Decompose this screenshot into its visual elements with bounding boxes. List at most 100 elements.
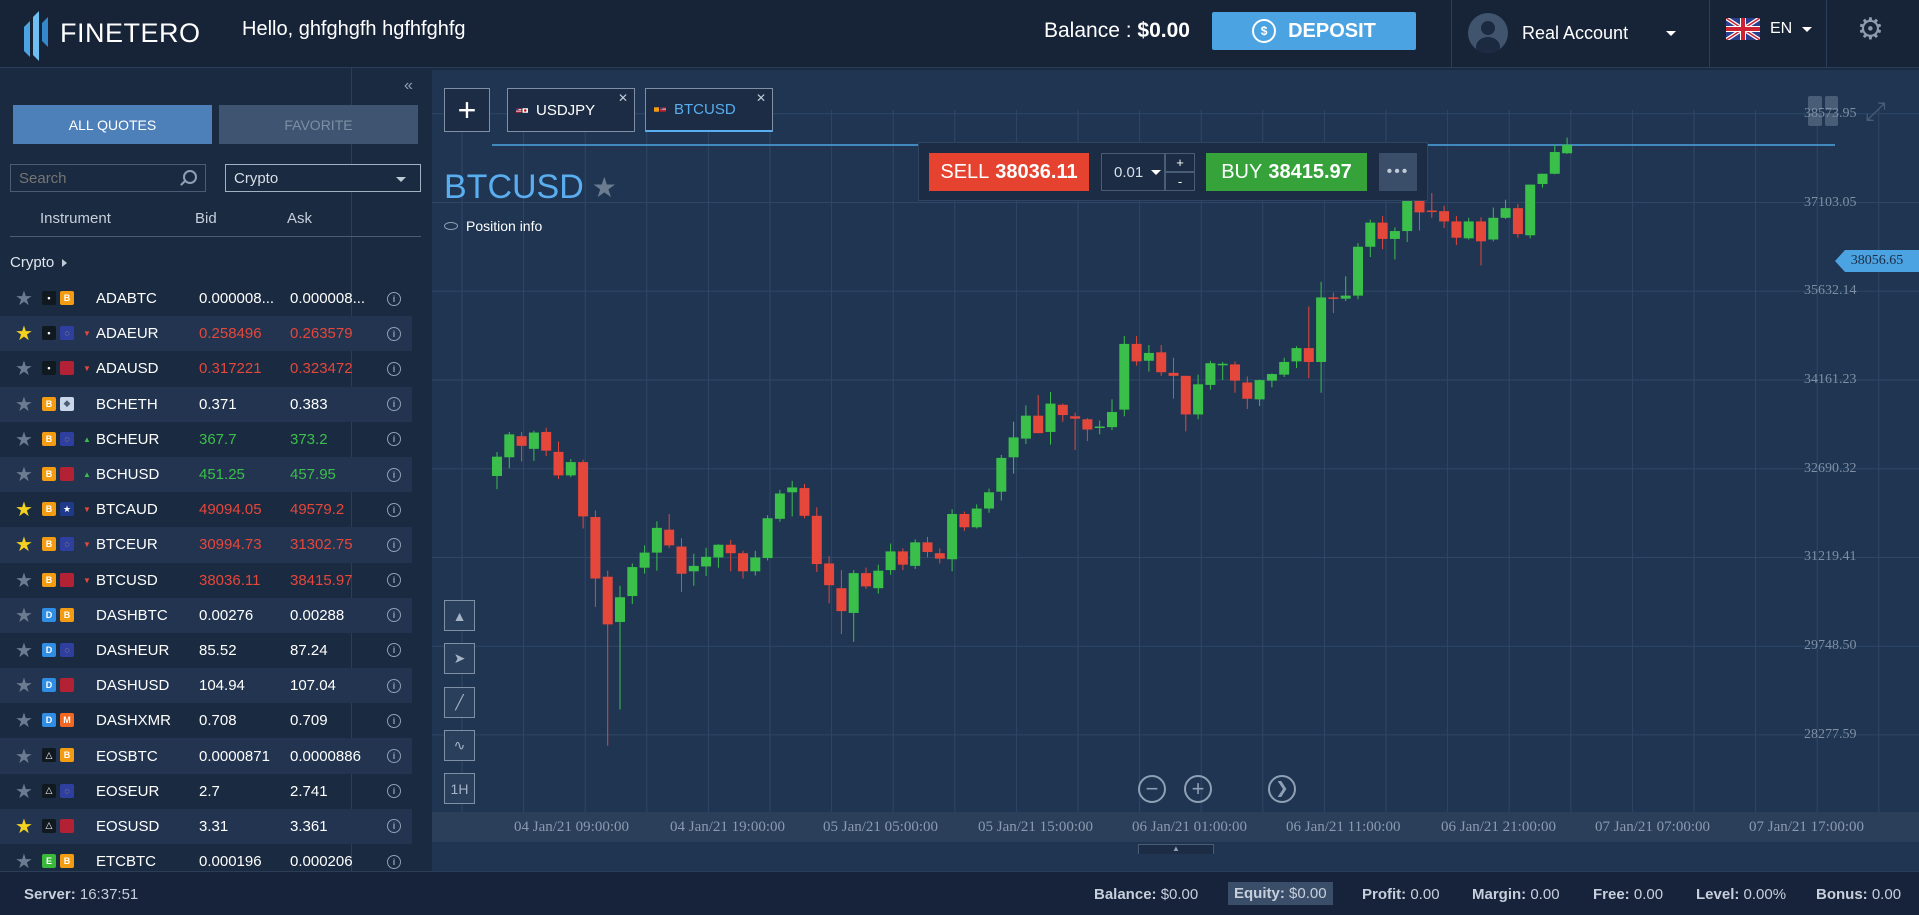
zoom-in-icon[interactable]: +: [1184, 775, 1212, 803]
trend-down-icon: ▼: [83, 540, 91, 550]
zoom-out-icon[interactable]: −: [1138, 775, 1166, 803]
collapse-sidebar-icon[interactable]: «: [404, 77, 413, 94]
instrument-row[interactable]: ★ D DASHUSD 104.94 107.04 i: [0, 668, 412, 704]
favorite-star-icon[interactable]: ★: [15, 851, 33, 874]
close-icon[interactable]: ✕: [617, 91, 628, 105]
column-header-instrument[interactable]: Instrument: [40, 210, 111, 227]
column-header-ask[interactable]: Ask: [287, 210, 313, 227]
info-icon[interactable]: i: [387, 467, 401, 482]
info-icon[interactable]: i: [387, 291, 401, 306]
instrument-row[interactable]: ★ B ◌ ▲ BCHEUR 367.7 373.2 i: [0, 422, 412, 457]
info-icon[interactable]: i: [387, 749, 401, 764]
category-select[interactable]: Crypto: [225, 164, 421, 192]
instrument-row[interactable]: ★ B ◌ ▼ BTCEUR 30994.73 31302.75 i: [0, 527, 412, 563]
info-icon[interactable]: i: [387, 854, 401, 869]
brand-name: FINETERO: [60, 17, 201, 48]
info-icon[interactable]: i: [387, 502, 401, 517]
caret-right-icon: [62, 258, 68, 267]
lot-increase-button[interactable]: +: [1165, 153, 1195, 172]
instrument-row[interactable]: ★ E B ETCBTC 0.000196 0.000206 i: [0, 844, 412, 879]
column-header-bid[interactable]: Bid: [195, 210, 217, 227]
more-options-icon[interactable]: •••: [1379, 153, 1417, 191]
info-icon[interactable]: i: [387, 819, 401, 834]
info-icon[interactable]: i: [387, 432, 401, 447]
gear-icon[interactable]: ⚙: [1857, 13, 1884, 46]
group-toggle[interactable]: Crypto: [10, 254, 68, 271]
info-icon[interactable]: i: [387, 537, 401, 552]
instrument-row[interactable]: ★ D M DASHXMR 0.708 0.709 i: [0, 703, 412, 738]
favorite-star-icon[interactable]: ★: [15, 428, 33, 451]
lot-size-select[interactable]: 0.01: [1101, 153, 1165, 191]
info-icon[interactable]: i: [387, 361, 401, 376]
footer-margin-label: Margin:: [1472, 886, 1527, 903]
timeframe-button[interactable]: 1H: [444, 773, 475, 804]
favorite-star-icon[interactable]: ★: [15, 604, 33, 627]
close-icon[interactable]: ✕: [755, 91, 766, 105]
instrument-row[interactable]: ★ △ ◌ EOSEUR 2.7 2.741 i: [0, 774, 412, 809]
fullscreen-icon[interactable]: ⤢: [1865, 96, 1886, 126]
chevron-down-icon: [396, 177, 406, 182]
info-icon[interactable]: i: [387, 713, 401, 728]
y-tick-label: 35632.14: [1804, 283, 1857, 299]
instrument-symbol: ADABTC: [96, 290, 157, 308]
star-icon[interactable]: ★: [591, 172, 617, 203]
add-chart-button[interactable]: +: [444, 88, 490, 132]
favorite-star-icon[interactable]: ★: [15, 710, 33, 733]
favorite-star-icon[interactable]: ★: [15, 815, 33, 838]
eur-icon: ◌: [60, 783, 74, 798]
buy-button[interactable]: BUY 38415.97: [1206, 153, 1367, 191]
favorite-star-icon[interactable]: ★: [15, 534, 33, 557]
scroll-right-icon[interactable]: ❯: [1268, 775, 1296, 803]
account-menu[interactable]: Real Account: [1468, 12, 1677, 54]
favorite-star-icon[interactable]: ★: [15, 639, 33, 662]
info-icon[interactable]: i: [387, 608, 401, 623]
tab-btcusd[interactable]: BTCUSD ✕: [645, 88, 773, 132]
info-icon[interactable]: i: [387, 397, 401, 412]
instrument-row[interactable]: ★ • B ADABTC 0.000008... 0.000008... i: [0, 281, 412, 316]
instrument-row[interactable]: ★ B ▲ BCHUSD 451.25 457.95 i: [0, 456, 412, 493]
info-icon[interactable]: i: [387, 643, 401, 658]
favorite-star-icon[interactable]: ★: [15, 780, 33, 803]
indicators-icon[interactable]: ∿: [444, 730, 475, 761]
tab-usdjpy[interactable]: USDJPY ✕: [507, 88, 635, 132]
layout-grid-icon[interactable]: [1808, 96, 1838, 126]
favorite-star-icon[interactable]: ★: [15, 323, 33, 346]
language-selector[interactable]: EN: [1726, 18, 1813, 40]
instrument-row[interactable]: ★ B ▼ BTCUSD 38036.11 38415.97 i: [0, 563, 412, 598]
info-icon[interactable]: i: [387, 678, 401, 693]
tab-favorite[interactable]: FAVORITE: [219, 105, 418, 144]
draw-line-icon[interactable]: ╱: [444, 687, 475, 718]
candle-body: [1094, 426, 1105, 429]
search-input[interactable]: [19, 169, 179, 187]
instrument-row[interactable]: ★ • ◌ ▼ ADAEUR 0.258496 0.263579 i: [0, 316, 412, 352]
favorite-star-icon[interactable]: ★: [15, 358, 33, 381]
instrument-row[interactable]: ★ D ◌ DASHEUR 85.52 87.24 i: [0, 633, 412, 668]
tab-all-quotes[interactable]: ALL QUOTES: [13, 105, 212, 144]
favorite-star-icon[interactable]: ★: [15, 288, 33, 311]
lot-decrease-button[interactable]: -: [1165, 172, 1195, 191]
instrument-row[interactable]: ★ △ EOSUSD 3.31 3.361 i: [0, 808, 412, 844]
sell-button[interactable]: SELL 38036.11: [929, 153, 1089, 191]
info-icon[interactable]: i: [387, 326, 401, 341]
candle-body: [492, 456, 502, 476]
favorite-star-icon[interactable]: ★: [15, 675, 33, 698]
navigation-arrow-icon[interactable]: ➤: [444, 643, 475, 674]
instrument-row[interactable]: ★ B ★ ▼ BTCAUD 49094.05 49579.2 i: [0, 492, 412, 527]
instrument-row[interactable]: ★ • ▼ ADAUSD 0.317221 0.323472 i: [0, 351, 412, 386]
resize-handle-icon[interactable]: ▲: [1138, 844, 1214, 854]
instrument-row[interactable]: ★ D B DASHBTC 0.00276 0.00288 i: [0, 597, 412, 633]
favorite-star-icon[interactable]: ★: [15, 393, 33, 416]
info-icon[interactable]: i: [387, 573, 401, 588]
position-info-toggle[interactable]: Position info: [444, 218, 542, 234]
deposit-button[interactable]: $ DEPOSIT: [1212, 12, 1416, 50]
favorite-star-icon[interactable]: ★: [15, 499, 33, 522]
brand-logo[interactable]: FINETERO: [22, 4, 201, 62]
favorite-star-icon[interactable]: ★: [15, 464, 33, 487]
instrument-row[interactable]: ★ B ◆ BCHETH 0.371 0.383 i: [0, 386, 412, 422]
favorite-star-icon[interactable]: ★: [15, 745, 33, 768]
instrument-row[interactable]: ★ △ B EOSBTC 0.0000871 0.0000886 i: [0, 738, 412, 774]
search-icon[interactable]: [183, 170, 197, 184]
favorite-star-icon[interactable]: ★: [15, 569, 33, 592]
chart-type-icon[interactable]: ▲: [444, 600, 475, 631]
info-icon[interactable]: i: [387, 784, 401, 799]
